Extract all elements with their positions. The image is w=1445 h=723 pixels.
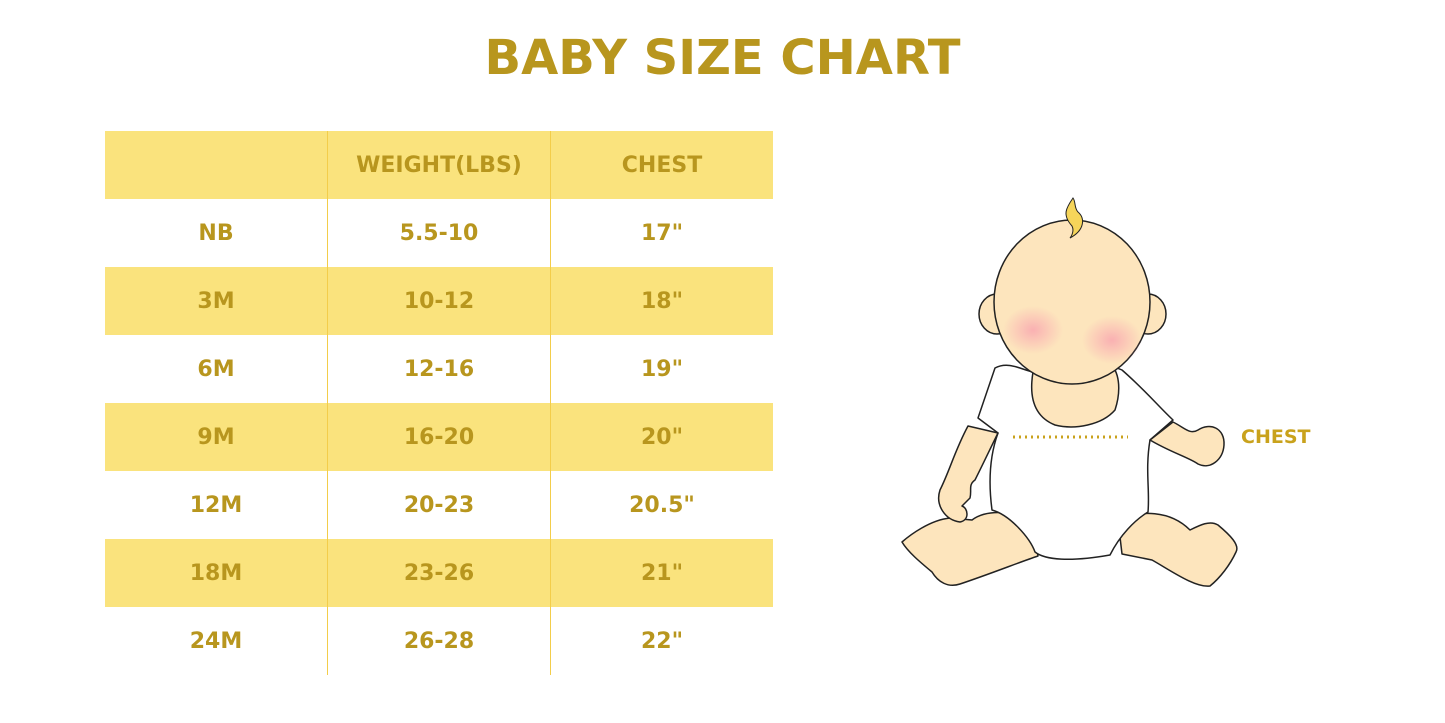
table-row: 6M 12-16 19" [105, 335, 773, 403]
table-row: 12M 20-23 20.5" [105, 471, 773, 539]
weight-cell: 5.5-10 [327, 199, 551, 267]
weight-cell: 20-23 [327, 471, 551, 539]
header-weight: WEIGHT(LBS) [327, 131, 551, 199]
header-chest: CHEST [550, 131, 773, 199]
weight-cell: 10-12 [327, 267, 551, 335]
size-cell: NB [198, 220, 234, 246]
left-arm [938, 425, 999, 523]
size-table: WEIGHT(LBS) CHEST NB 5.5-10 17" 3M 10-12 18"… [105, 131, 773, 675]
baby-illustration [901, 197, 1238, 587]
chest-cell: 17" [550, 199, 773, 267]
chest-cell: 20" [550, 403, 773, 471]
weight-cell: 26-28 [327, 607, 551, 675]
chest-cell: 20.5" [550, 471, 773, 539]
right-arm [1149, 421, 1225, 467]
chest-cell: 18" [550, 267, 773, 335]
weight-cell: 16-20 [327, 403, 551, 471]
size-cell: 12M [189, 492, 243, 518]
weight-cell: 12-16 [327, 335, 551, 403]
table-header-row: WEIGHT(LBS) CHEST [105, 131, 773, 199]
neck [1030, 369, 1120, 428]
table-row: 24M 26-28 22" [105, 607, 773, 675]
right-cheek-blush [1082, 316, 1142, 364]
size-cell: 3M [105, 267, 328, 335]
header-size [105, 131, 328, 199]
right-leg [1117, 512, 1238, 587]
table-row: 9M 16-20 20" [105, 403, 773, 471]
size-cell: 9M [105, 403, 328, 471]
table-row: 3M 10-12 18" [105, 267, 773, 335]
size-cell: 18M [105, 539, 328, 607]
table-row: NB 5.5-10 17" [105, 199, 773, 267]
chest-label: CHEST [1241, 426, 1311, 448]
weight-cell: 23-26 [327, 539, 551, 607]
page-title: BABY SIZE CHART [484, 30, 961, 86]
chest-cell: 22" [550, 607, 773, 675]
size-cell: 24M [189, 628, 243, 654]
size-cell: 6M [197, 356, 235, 382]
hair-curl [1065, 197, 1083, 239]
table-row: 18M 23-26 21" [105, 539, 773, 607]
chest-cell: 19" [550, 335, 773, 403]
left-cheek-blush [1003, 306, 1063, 354]
chest-cell: 21" [550, 539, 773, 607]
